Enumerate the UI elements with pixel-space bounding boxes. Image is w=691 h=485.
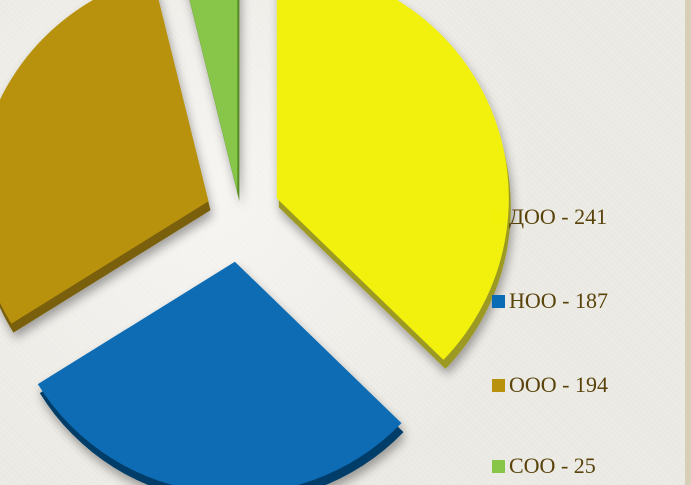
legend-swatch-soo <box>492 459 505 473</box>
pie-slice-noo <box>37 261 402 485</box>
pie-slice-ooo <box>0 0 209 324</box>
pie-slice-doo <box>276 0 509 360</box>
legend-label-noo: НОО - 187 <box>509 288 608 313</box>
legend-swatch-ooo <box>492 378 505 392</box>
legend-label-doo: ДОО - 241 <box>509 204 608 229</box>
legend-label-ooo: ООО - 194 <box>509 372 608 397</box>
legend-swatch-noo <box>492 294 505 308</box>
legend-label-soo: СОО - 25 <box>509 453 596 478</box>
legend-item-ooo: ООО - 194 <box>492 374 608 396</box>
legend-item-doo: ДОО - 241 <box>492 206 607 228</box>
legend-item-soo: СОО - 25 <box>492 455 596 477</box>
legend-swatch-doo <box>492 210 505 224</box>
legend-item-noo: НОО - 187 <box>492 290 608 312</box>
pie-slice-soo <box>189 0 238 193</box>
